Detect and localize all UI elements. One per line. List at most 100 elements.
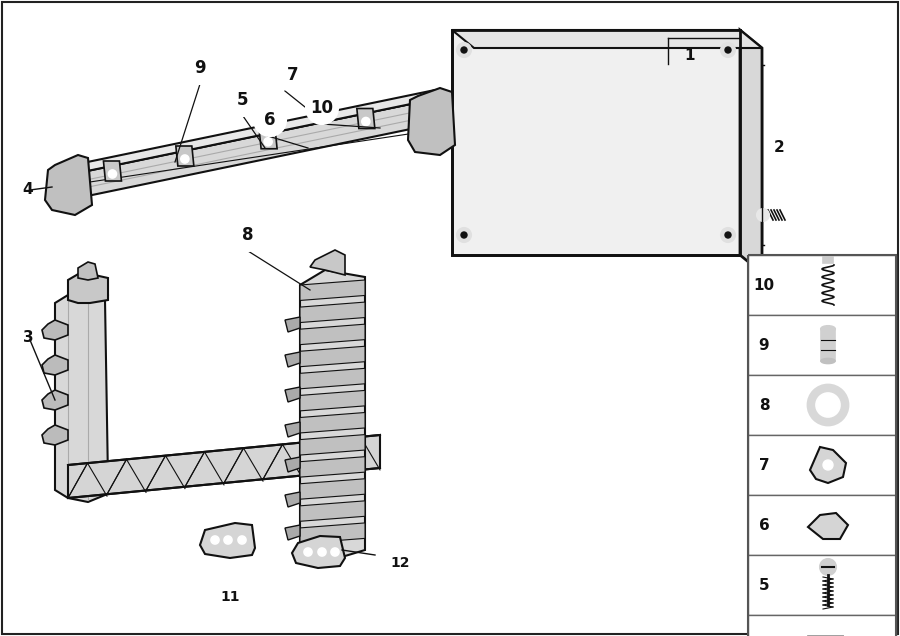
Circle shape bbox=[181, 155, 189, 163]
Circle shape bbox=[306, 92, 338, 124]
Text: 5: 5 bbox=[759, 577, 769, 593]
Bar bbox=[748, 435, 896, 495]
Circle shape bbox=[721, 228, 735, 242]
Circle shape bbox=[224, 536, 232, 544]
Polygon shape bbox=[300, 302, 365, 322]
Polygon shape bbox=[68, 100, 430, 200]
Text: 9: 9 bbox=[194, 59, 206, 77]
Polygon shape bbox=[300, 434, 365, 455]
Bar bbox=[748, 555, 896, 615]
Polygon shape bbox=[300, 324, 365, 345]
Text: 4: 4 bbox=[22, 183, 33, 198]
Text: 7: 7 bbox=[287, 66, 299, 84]
Polygon shape bbox=[808, 513, 848, 539]
Bar bbox=[748, 375, 896, 435]
Polygon shape bbox=[78, 262, 98, 280]
Polygon shape bbox=[300, 270, 365, 562]
Text: 7: 7 bbox=[759, 457, 769, 473]
Polygon shape bbox=[285, 422, 300, 437]
Circle shape bbox=[227, 84, 259, 116]
Bar bbox=[748, 615, 896, 636]
Circle shape bbox=[362, 118, 370, 125]
Ellipse shape bbox=[821, 326, 835, 332]
Polygon shape bbox=[300, 523, 365, 543]
Text: 1: 1 bbox=[685, 48, 695, 63]
Circle shape bbox=[318, 548, 326, 556]
Polygon shape bbox=[300, 346, 365, 367]
Text: 9: 9 bbox=[759, 338, 769, 352]
Polygon shape bbox=[452, 30, 740, 255]
Polygon shape bbox=[300, 413, 365, 433]
Bar bbox=[748, 255, 896, 636]
Circle shape bbox=[264, 138, 272, 146]
Circle shape bbox=[331, 548, 339, 556]
Polygon shape bbox=[285, 387, 300, 402]
Text: 6: 6 bbox=[759, 518, 769, 532]
Text: 3: 3 bbox=[22, 331, 33, 345]
Polygon shape bbox=[42, 320, 68, 340]
Bar bbox=[748, 255, 896, 315]
Polygon shape bbox=[300, 479, 365, 499]
Text: 6: 6 bbox=[265, 111, 275, 129]
Bar bbox=[748, 315, 896, 375]
Text: 10: 10 bbox=[310, 99, 334, 117]
Polygon shape bbox=[285, 352, 300, 367]
Polygon shape bbox=[292, 536, 345, 568]
Circle shape bbox=[211, 536, 219, 544]
Polygon shape bbox=[42, 390, 68, 410]
Polygon shape bbox=[740, 30, 762, 273]
Polygon shape bbox=[285, 317, 300, 332]
Polygon shape bbox=[300, 457, 365, 477]
Polygon shape bbox=[452, 30, 762, 48]
Text: 5: 5 bbox=[238, 91, 248, 109]
Circle shape bbox=[823, 460, 833, 470]
Circle shape bbox=[816, 393, 840, 417]
Polygon shape bbox=[310, 250, 345, 275]
Text: 11: 11 bbox=[220, 590, 239, 604]
Polygon shape bbox=[300, 368, 365, 389]
Circle shape bbox=[277, 59, 309, 91]
Circle shape bbox=[757, 209, 769, 221]
Circle shape bbox=[457, 43, 471, 57]
Polygon shape bbox=[176, 146, 194, 166]
Bar bbox=[748, 495, 896, 555]
Polygon shape bbox=[42, 355, 68, 375]
Polygon shape bbox=[285, 492, 300, 507]
Text: 10: 10 bbox=[753, 277, 775, 293]
Ellipse shape bbox=[821, 359, 835, 364]
Circle shape bbox=[184, 52, 216, 84]
Circle shape bbox=[461, 232, 467, 238]
Circle shape bbox=[254, 104, 286, 136]
Text: 8: 8 bbox=[759, 398, 769, 413]
Circle shape bbox=[461, 47, 467, 53]
Circle shape bbox=[721, 43, 735, 57]
Bar bbox=[821, 329, 835, 361]
Polygon shape bbox=[259, 128, 277, 149]
Polygon shape bbox=[300, 280, 365, 300]
Polygon shape bbox=[356, 109, 374, 128]
Polygon shape bbox=[200, 523, 255, 558]
Circle shape bbox=[725, 232, 731, 238]
Bar bbox=[823, 257, 833, 263]
Circle shape bbox=[108, 170, 116, 178]
Circle shape bbox=[238, 536, 246, 544]
Polygon shape bbox=[104, 161, 122, 181]
Polygon shape bbox=[285, 525, 300, 540]
Polygon shape bbox=[810, 447, 846, 483]
Polygon shape bbox=[55, 285, 108, 502]
Circle shape bbox=[232, 219, 264, 251]
Polygon shape bbox=[300, 391, 365, 411]
Polygon shape bbox=[408, 88, 455, 155]
Circle shape bbox=[820, 559, 836, 575]
Polygon shape bbox=[68, 90, 435, 175]
Polygon shape bbox=[285, 457, 300, 472]
Polygon shape bbox=[68, 273, 108, 303]
Circle shape bbox=[457, 228, 471, 242]
Text: 12: 12 bbox=[390, 556, 410, 570]
Circle shape bbox=[304, 548, 312, 556]
Text: 2: 2 bbox=[774, 141, 785, 155]
Circle shape bbox=[808, 385, 848, 425]
Polygon shape bbox=[42, 425, 68, 445]
Text: 8: 8 bbox=[242, 226, 254, 244]
Polygon shape bbox=[45, 155, 92, 215]
